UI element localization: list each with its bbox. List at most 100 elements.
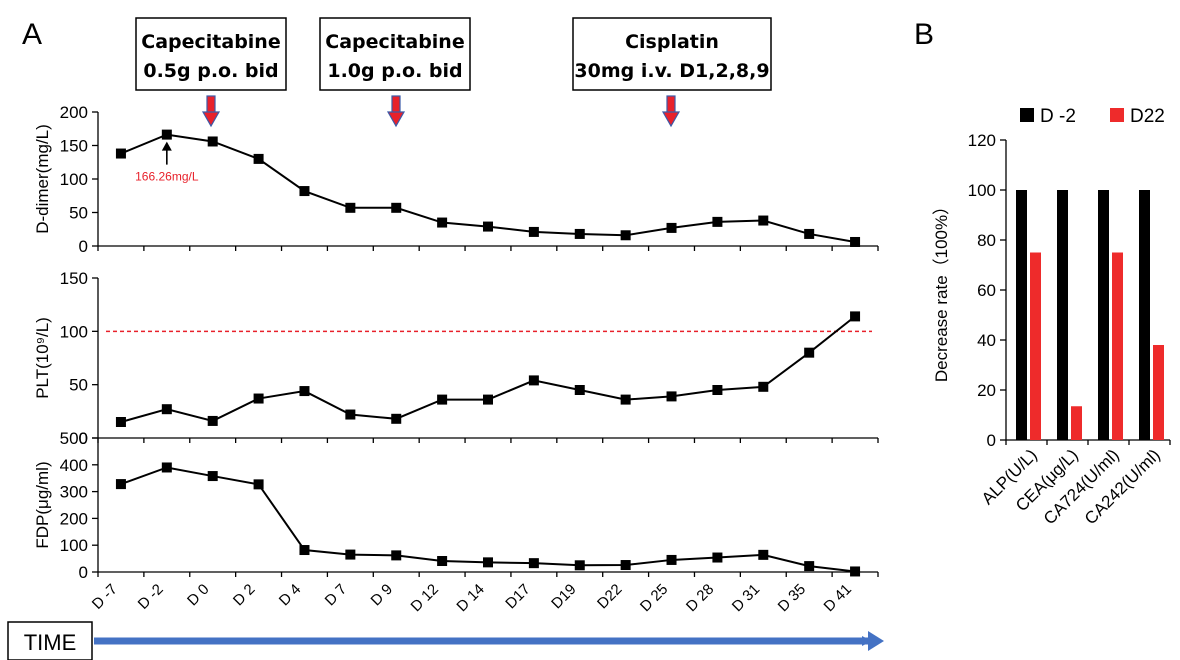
data-point: [437, 394, 448, 405]
y-axis-label: FDP(μg/ml): [33, 461, 52, 548]
data-point: [299, 186, 310, 197]
legend-label: D22: [1130, 106, 1165, 127]
data-point: [850, 311, 861, 322]
legend-swatch: [1020, 108, 1034, 122]
y-tick-label: 500: [60, 429, 88, 448]
data-point: [712, 552, 723, 563]
data-point: [253, 393, 264, 404]
bar-d22: [1112, 252, 1123, 440]
y-axis-label: D-dimer(mg/L): [33, 124, 52, 234]
y-tick-label: 80: [977, 231, 996, 250]
legend: D -2 D22: [1020, 106, 1165, 127]
data-point: [391, 202, 402, 213]
treatment-1-drug: Capecitabine: [141, 31, 280, 53]
y-tick-label: 400: [60, 456, 88, 475]
y-tick-label: 0: [79, 237, 88, 256]
y-tick-label: 20: [977, 381, 996, 400]
y-tick-label: 50: [69, 376, 88, 395]
data-point: [207, 415, 218, 426]
treatment-arrow-2: [386, 95, 406, 128]
data-point: [620, 230, 631, 241]
data-point: [528, 375, 539, 386]
data-point: [115, 417, 126, 427]
y-axis-label: Decrease rate（100%）: [932, 198, 951, 382]
data-point: [483, 557, 493, 568]
y-tick-label: 150: [60, 137, 88, 156]
x-tick-label: D19: [548, 581, 579, 612]
data-point: [574, 560, 585, 571]
time-label: TIME: [24, 630, 77, 655]
y-tick-label: 50: [69, 204, 88, 223]
data-point: [345, 409, 356, 420]
data-point: [666, 222, 677, 233]
x-tick-label: D 0: [184, 581, 213, 610]
data-point: [115, 479, 126, 490]
y-tick-label: 0: [79, 563, 88, 582]
x-tick-label: D22: [594, 581, 625, 612]
data-point: [758, 215, 769, 226]
arrow-shaft: [666, 95, 676, 115]
data-point: [207, 136, 218, 147]
data-point: [620, 394, 631, 405]
data-point: [804, 228, 815, 239]
bar-d22: [1071, 406, 1082, 440]
y-tick-label: 120: [968, 131, 996, 150]
data-point: [299, 545, 310, 556]
data-point: [804, 347, 815, 358]
arrow-head: [201, 111, 221, 128]
y-tick-label: 0: [79, 429, 88, 448]
line-chart-1: 0 50 100 150 200 D-dimer(mg/L) 166.26mg/L: [33, 103, 879, 256]
data-point: [253, 479, 264, 490]
bar-d-minus-2: [1016, 190, 1027, 440]
x-tick-label: D 31: [729, 581, 763, 615]
arrow-head: [386, 111, 406, 128]
line-chart-3: 0 100 200 300 400 500 FDP(μg/ml) D -7 D -2 D 0 D 2…: [33, 429, 879, 615]
legend-swatch: [1110, 108, 1124, 122]
data-point: [437, 217, 448, 228]
data-point: [207, 471, 218, 482]
data-point: [712, 216, 723, 227]
x-tick-label: D 9: [368, 581, 397, 610]
data-point: [345, 549, 356, 560]
data-point: [483, 221, 493, 232]
bar-d22: [1153, 345, 1164, 440]
data-point: [483, 394, 493, 405]
y-tick-label: 100: [968, 181, 996, 200]
data-point: [850, 236, 861, 247]
data-point: [620, 560, 631, 571]
data-point: [161, 462, 172, 473]
time-arrow-head: [868, 631, 884, 651]
y-tick-label: 150: [60, 269, 88, 288]
bar-d-minus-2: [1057, 190, 1068, 440]
data-point: [391, 550, 402, 561]
treatment-2-drug: Capecitabine: [325, 31, 464, 53]
x-tick-label: D -7: [89, 581, 121, 613]
legend-label: D -2: [1040, 106, 1076, 127]
treatment-3-dose: 30mg i.v. D1,2,8,9: [574, 60, 769, 82]
bar-d22: [1030, 252, 1041, 440]
x-tick-label: D 41: [821, 581, 855, 615]
data-point: [345, 202, 356, 213]
series-line: [120, 315, 856, 423]
y-axis-label: PLT(10⁹/L): [33, 317, 52, 399]
data-point: [391, 413, 402, 424]
x-tick-label: D 35: [775, 581, 809, 615]
x-tick-label: D17: [502, 581, 533, 612]
x-tick-label: D 12: [408, 581, 442, 615]
y-tick-label: 100: [60, 170, 88, 189]
bar-d-minus-2: [1098, 190, 1109, 440]
treatment-box-2: Capecitabine 1.0g p.o. bid: [319, 17, 471, 91]
time-bar: TIME: [7, 621, 884, 660]
data-point: [758, 381, 769, 392]
treatment-3-drug: Cisplatin: [625, 31, 719, 53]
y-tick-label: 40: [977, 331, 996, 350]
arrow-head: [661, 111, 681, 128]
panel-label-a: A: [22, 18, 42, 51]
data-point: [666, 554, 677, 565]
x-tick-label: D 25: [637, 581, 671, 615]
arrow-shaft: [391, 95, 401, 115]
data-point: [437, 556, 448, 567]
data-point: [758, 549, 769, 560]
